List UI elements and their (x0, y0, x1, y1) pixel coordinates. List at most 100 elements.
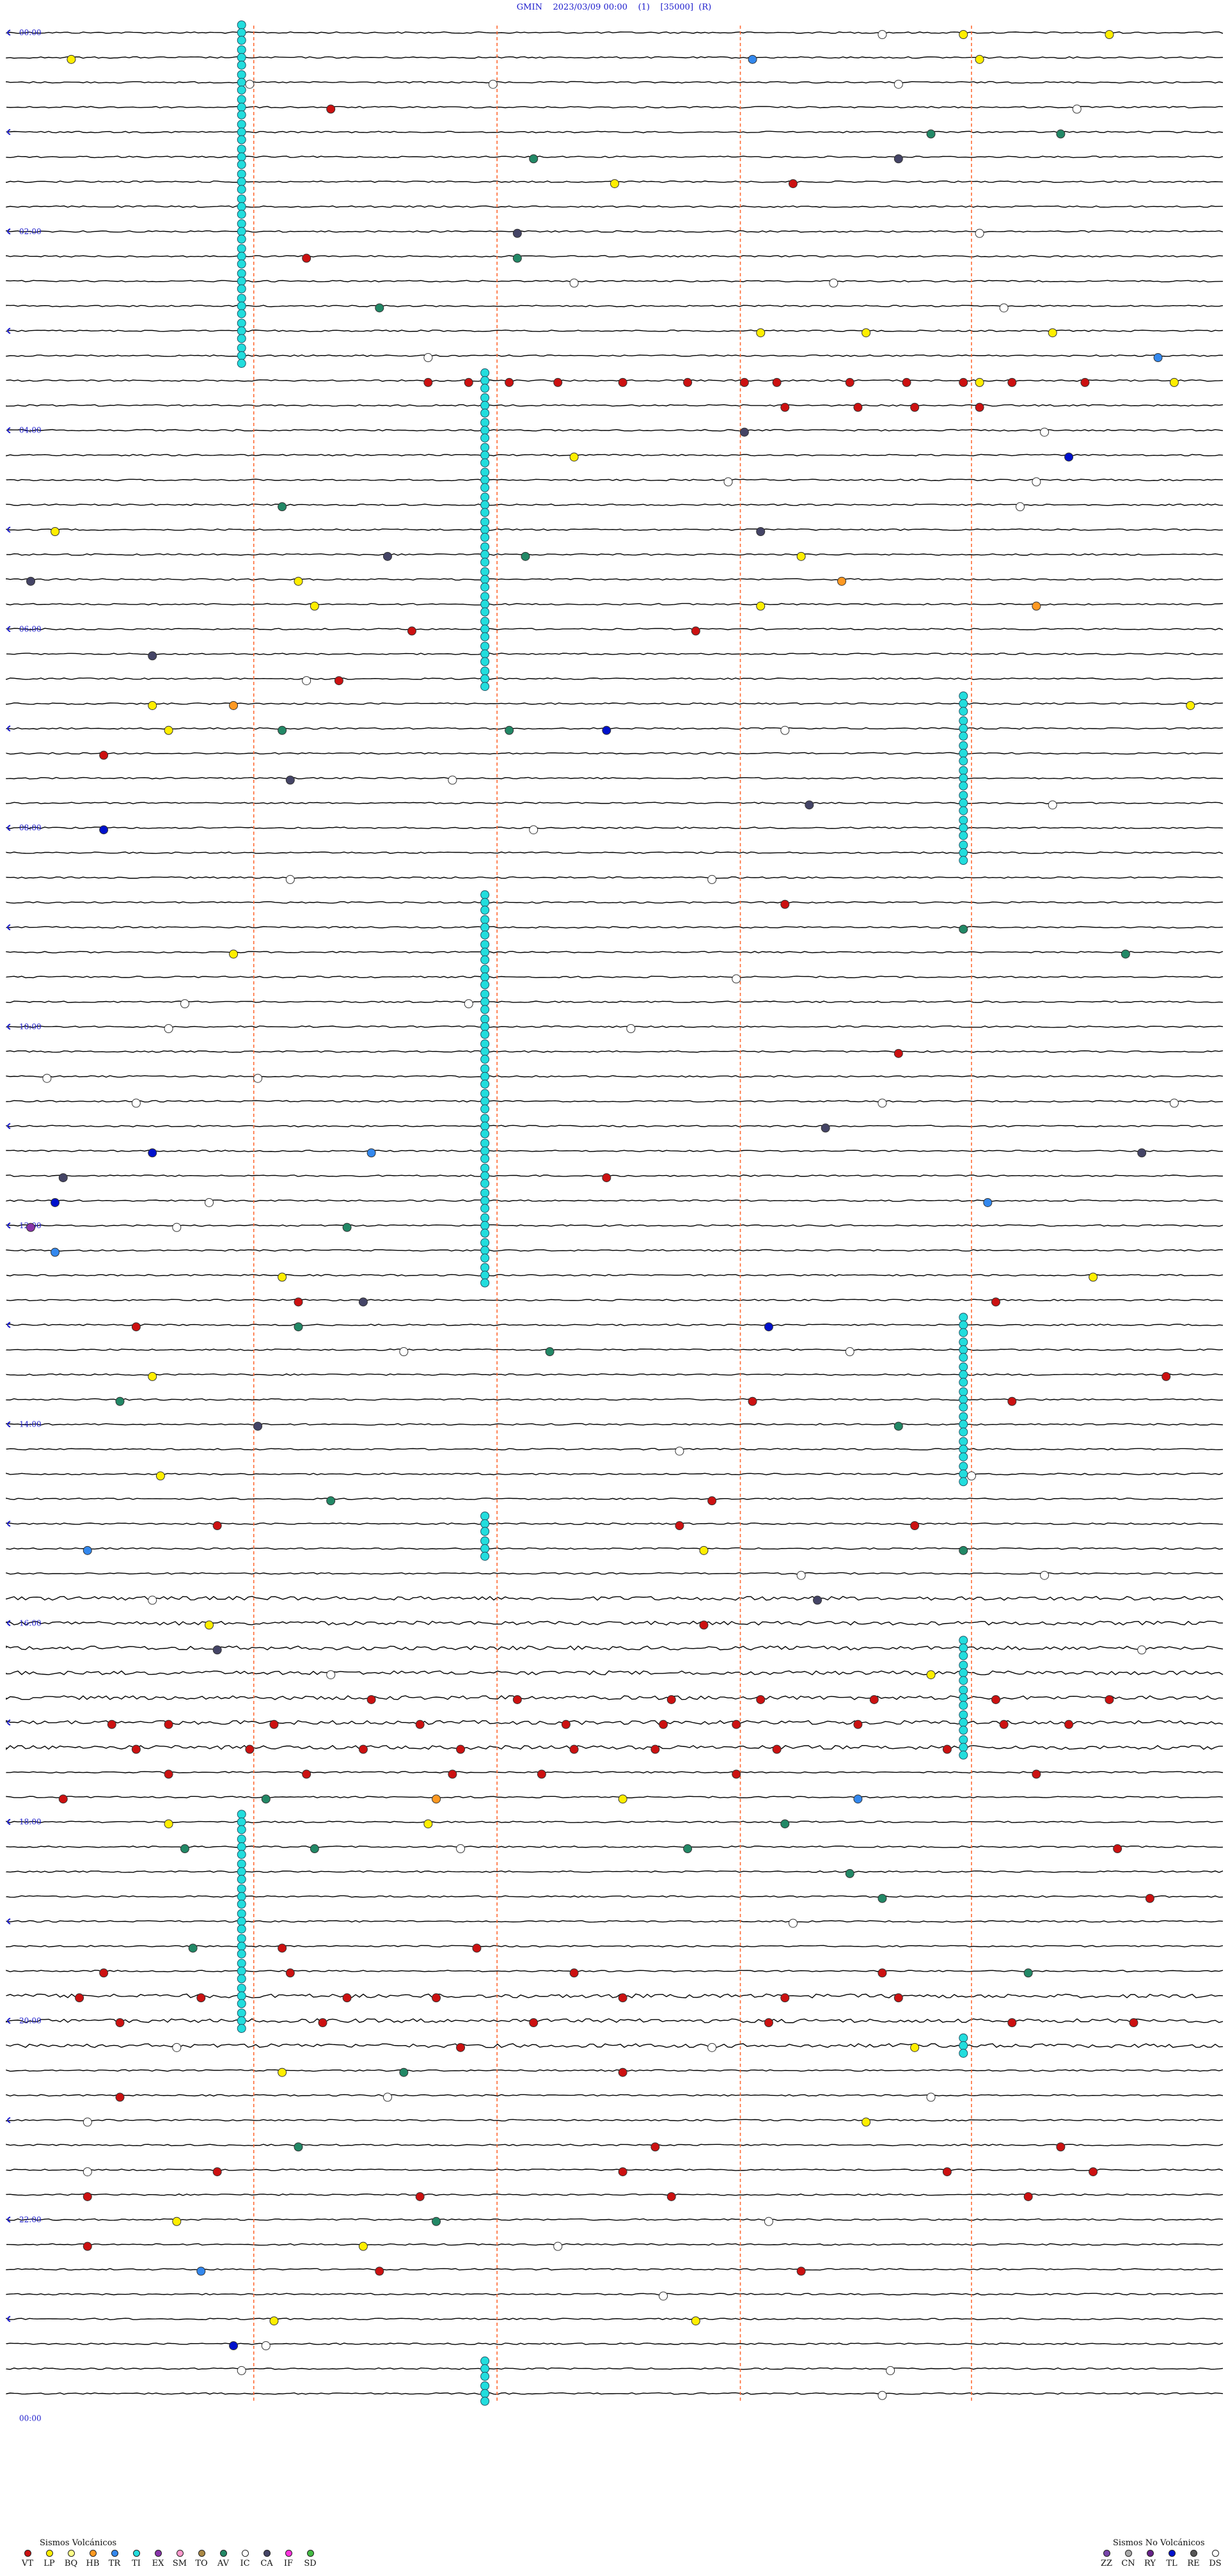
legend-dot (1190, 2550, 1197, 2557)
event-marker-lp (1186, 700, 1195, 710)
legend-dot (132, 2550, 140, 2557)
tremor-marker (480, 1228, 490, 1238)
event-marker-ic (878, 30, 887, 39)
legend-dot (67, 2550, 75, 2557)
tremor-marker (480, 368, 490, 377)
event-marker-ic (626, 1024, 636, 1033)
seismic-trace (6, 255, 1224, 258)
tremor-marker (480, 1129, 490, 1139)
event-marker-ic (845, 1347, 854, 1357)
tremor-marker (237, 1991, 246, 2001)
event-marker-lp (959, 30, 968, 39)
tremor-marker (237, 219, 246, 228)
event-marker-vt (569, 1968, 579, 1978)
event-marker-ca (285, 775, 295, 785)
event-marker-vt (415, 2192, 425, 2201)
event-marker-vt (666, 1695, 676, 1704)
tremor-marker (480, 1154, 490, 1164)
event-marker-ic (1032, 477, 1041, 487)
event-marker-tr (83, 1545, 92, 1555)
seismic-trace (6, 1100, 1224, 1103)
event-marker-ic (926, 2092, 936, 2102)
seismic-trace (6, 2169, 1224, 2172)
hour-tick (7, 29, 11, 36)
tremor-marker (959, 756, 968, 766)
tremor-marker (959, 1735, 968, 1744)
event-marker-vt (893, 1048, 903, 1058)
event-marker-vt (164, 1719, 173, 1729)
seismic-trace (6, 802, 1224, 805)
hour-tick (7, 2316, 11, 2323)
seismic-trace (6, 1473, 1224, 1476)
legend-item-ic: IC (234, 2550, 256, 2568)
event-marker-vt (278, 1943, 287, 1953)
event-marker-ic (488, 79, 498, 89)
event-marker-vt (456, 2043, 466, 2052)
legend-dot (111, 2550, 118, 2557)
legend-dot (1146, 2550, 1154, 2557)
event-marker-av (294, 1322, 303, 1332)
event-marker-av (545, 1347, 555, 1357)
event-marker-lp (610, 179, 619, 189)
tremor-marker (237, 234, 246, 244)
event-marker-vt (959, 377, 968, 387)
hour-tick (7, 1123, 11, 1130)
event-marker-vt (83, 2192, 92, 2201)
hour-tick (7, 2117, 11, 2124)
seismic-trace (6, 2069, 1224, 2072)
hour-label: 14:00 (19, 1420, 42, 1429)
event-marker-lp (691, 2316, 700, 2326)
event-marker-lp (269, 2316, 279, 2326)
scale-label: [35000] (660, 3, 694, 12)
event-marker-vt (910, 1521, 920, 1530)
legend-item-sd: SD (299, 2550, 321, 2568)
event-marker-vt (107, 1719, 116, 1729)
seismic-trace (6, 304, 1224, 308)
event-marker-ca (382, 551, 392, 561)
legend-code: ZZ (1100, 2559, 1113, 2568)
tremor-marker (480, 549, 490, 559)
hour-label: 02:00 (19, 227, 42, 236)
event-marker-vt (675, 1521, 684, 1530)
seismic-trace (6, 1125, 1224, 1128)
event-marker-vt (115, 2092, 125, 2102)
tremor-marker (959, 2048, 968, 2058)
seismic-trace (6, 354, 1224, 357)
seismic-trace (6, 578, 1224, 581)
seismic-trace (6, 1993, 1224, 1998)
legend-code: TL (1166, 2559, 1177, 2568)
event-marker-ic (966, 1471, 976, 1481)
event-marker-vt (456, 1744, 466, 1754)
tremor-marker (480, 1179, 490, 1189)
event-marker-lp (756, 328, 766, 338)
event-marker-ic (788, 1918, 798, 1928)
seismic-trace (6, 777, 1224, 780)
tremor-marker (480, 890, 490, 899)
tremor-marker (959, 1462, 968, 1471)
legend-item-ds: DS (1204, 2550, 1226, 2568)
event-marker-tl (51, 1197, 60, 1207)
tremor-marker (959, 699, 968, 708)
seismic-trace (6, 1075, 1224, 1078)
event-marker-ic (1169, 1098, 1179, 1108)
tremor-marker (237, 334, 246, 344)
seismic-trace (6, 280, 1224, 283)
legend-dot (1168, 2550, 1176, 2557)
event-marker-av (1056, 129, 1066, 139)
event-marker-vt (732, 1769, 741, 1779)
event-marker-vt (448, 1769, 457, 1779)
tremor-marker (480, 425, 490, 435)
event-marker-ca (1137, 1148, 1147, 1158)
seismic-trace (6, 1497, 1224, 1501)
tremor-marker (237, 1859, 246, 1869)
event-marker-vt (707, 1496, 717, 1506)
tremor-marker (480, 582, 490, 592)
seismic-trace (6, 1274, 1224, 1277)
event-marker-vt (212, 1521, 222, 1530)
tremor-marker (237, 284, 246, 294)
seismic-trace (6, 1224, 1224, 1227)
tremor-marker (237, 1966, 246, 1976)
event-marker-vt (269, 1719, 279, 1729)
legend-item-to: TO (191, 2550, 212, 2568)
tremor-marker (480, 418, 490, 427)
